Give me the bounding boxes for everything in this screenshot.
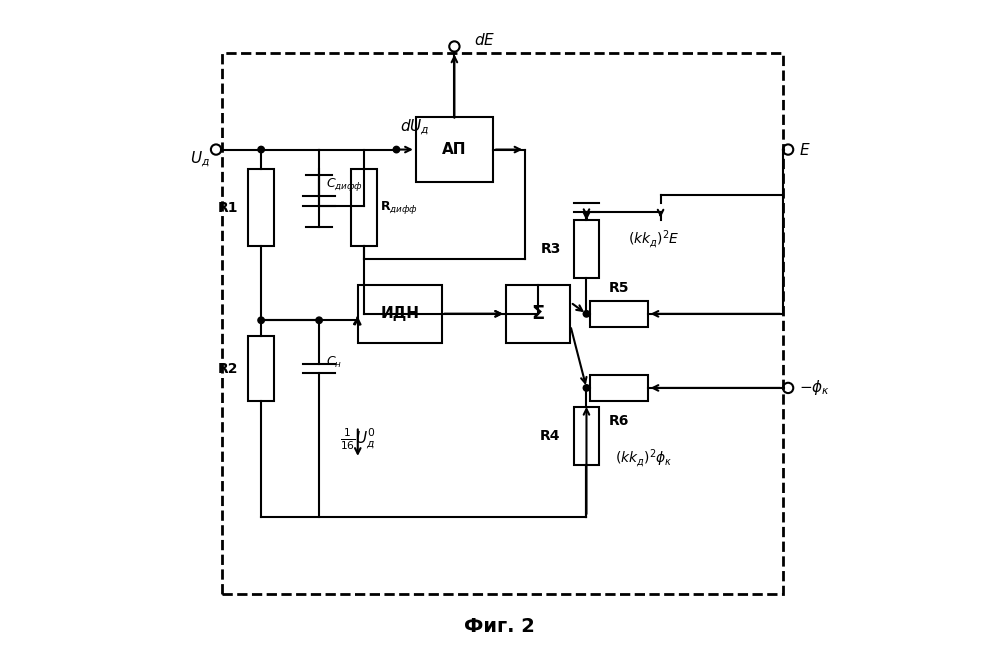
Circle shape — [316, 317, 323, 324]
FancyBboxPatch shape — [573, 221, 599, 278]
Text: $U_{д}$: $U_{д}$ — [190, 149, 210, 170]
Text: R$_{дифф}$: R$_{дифф}$ — [381, 199, 419, 216]
Circle shape — [583, 385, 589, 391]
Text: ИДН: ИДН — [381, 306, 420, 322]
Text: $\frac{1}{16}U_{д}^{0}$: $\frac{1}{16}U_{д}^{0}$ — [340, 426, 376, 452]
Text: R6: R6 — [608, 413, 628, 428]
Text: R5: R5 — [608, 281, 629, 294]
Text: $-\phi_{\kappa}$: $-\phi_{\kappa}$ — [799, 378, 830, 397]
FancyBboxPatch shape — [352, 169, 377, 247]
Text: R2: R2 — [218, 362, 239, 376]
FancyBboxPatch shape — [358, 285, 442, 343]
Circle shape — [583, 311, 589, 317]
Text: АП: АП — [443, 142, 467, 157]
Circle shape — [258, 317, 265, 324]
FancyBboxPatch shape — [223, 53, 783, 594]
FancyBboxPatch shape — [573, 407, 599, 465]
FancyBboxPatch shape — [589, 375, 647, 400]
Text: $C_{н}$: $C_{н}$ — [326, 355, 342, 369]
Text: $dE$: $dE$ — [474, 32, 496, 48]
FancyBboxPatch shape — [589, 301, 647, 327]
Circle shape — [394, 146, 400, 153]
Text: $C_{дифф}$: $C_{дифф}$ — [326, 177, 363, 193]
Text: R4: R4 — [540, 429, 560, 443]
Text: $E$: $E$ — [799, 142, 810, 158]
FancyBboxPatch shape — [249, 336, 274, 400]
Circle shape — [258, 146, 265, 153]
Text: $(kk_{д})^{2}\phi_{\kappa}$: $(kk_{д})^{2}\phi_{\kappa}$ — [615, 448, 673, 470]
FancyBboxPatch shape — [416, 117, 494, 182]
Text: Фиг. 2: Фиг. 2 — [465, 617, 534, 636]
Text: $dU_{д}$: $dU_{д}$ — [400, 116, 430, 137]
FancyBboxPatch shape — [249, 169, 274, 247]
Text: Σ: Σ — [531, 304, 544, 324]
Text: R1: R1 — [218, 201, 239, 215]
FancyBboxPatch shape — [505, 285, 570, 343]
Text: R3: R3 — [540, 243, 560, 256]
Text: $(kk_{д})^{2}E$: $(kk_{д})^{2}E$ — [628, 228, 679, 251]
